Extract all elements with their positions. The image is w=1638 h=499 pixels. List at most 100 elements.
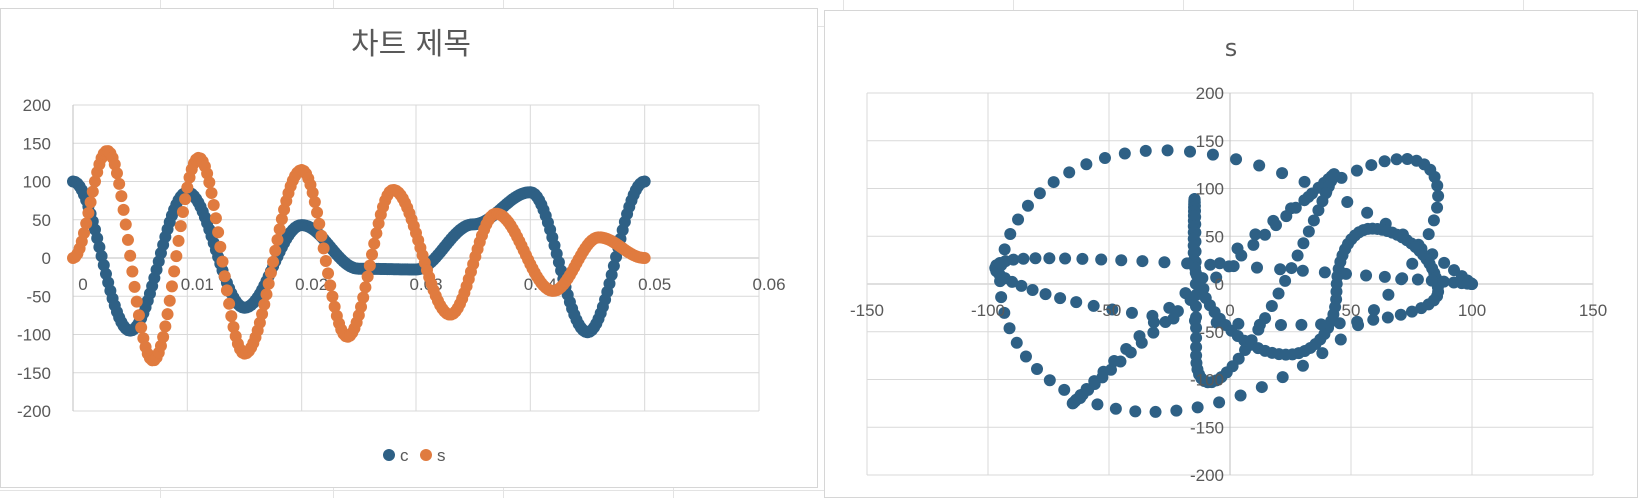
chart-1-point-s: [88, 175, 101, 188]
chart-2-point: [1318, 266, 1331, 279]
chart-2-point: [1466, 278, 1478, 290]
chart-1-y-tick: 100: [23, 173, 51, 192]
chart-1-point-s: [262, 277, 275, 290]
chart-1-point-s: [172, 234, 185, 247]
chart-2-point: [1406, 257, 1419, 270]
chart-2-point: [1015, 279, 1028, 292]
chart-2-point: [1382, 288, 1395, 301]
chart-2-point: [1296, 359, 1309, 372]
chart-2-point: [1448, 264, 1461, 277]
chart-2-point: [1365, 159, 1378, 172]
chart-1-point-s: [174, 220, 187, 233]
chart-2-point: [1316, 195, 1329, 208]
chart-2-point: [1232, 317, 1245, 330]
chart-2-point: [1367, 304, 1380, 317]
chart-2-point: [1425, 274, 1438, 287]
chart-1-y-tick: -50: [26, 287, 51, 306]
chart-2-point: [1276, 371, 1289, 384]
chart-2-point: [1114, 355, 1127, 368]
chart-1-point-s: [113, 177, 126, 190]
chart-2-point: [1378, 155, 1391, 168]
chart-1-point-c: [605, 268, 618, 281]
chart-2-y-tick: 150: [1196, 132, 1224, 151]
chart-2-point: [1147, 326, 1160, 339]
chart-1[interactable]: 차트 제목 200 150 100 50 0 -50 -100 -150 -200 0 0.01 0…: [0, 8, 818, 488]
chart-2-point: [1076, 252, 1089, 265]
chart-2-point: [1210, 316, 1223, 329]
chart-2-point: [1274, 263, 1287, 276]
legend-label-s: s: [437, 446, 446, 465]
chart-2-point: [1378, 270, 1391, 283]
chart-2-point: [1091, 398, 1104, 411]
chart-2-point: [1190, 331, 1203, 344]
chart-2-point: [1276, 167, 1289, 180]
chart-1-y-tick: -200: [17, 402, 51, 421]
chart-2-point: [1258, 228, 1271, 241]
chart-1-point-s: [170, 250, 183, 263]
chart-1-point-s: [86, 185, 99, 198]
chart-1-series-s: [67, 145, 651, 367]
chart-2[interactable]: s 200 150 100 50 0 -50 -100 -150 -200 -150 -100 -5…: [824, 10, 1638, 498]
chart-1-point-s: [225, 310, 238, 323]
chart-2-point: [1339, 267, 1352, 280]
chart-2-point: [1135, 336, 1148, 349]
chart-2-point: [1381, 311, 1394, 324]
chart-2-series: [989, 144, 1478, 418]
chart-1-point-s: [212, 226, 225, 239]
chart-2-point: [1136, 255, 1149, 268]
chart-2-point: [1405, 305, 1418, 318]
chart-1-point-s: [267, 255, 280, 268]
chart-1-y-tick: -150: [17, 364, 51, 383]
chart-2-point: [1422, 228, 1435, 241]
chart-2-point: [1118, 147, 1131, 160]
chart-1-point-s: [207, 199, 220, 212]
chart-1-point-s: [322, 267, 335, 280]
chart-2-point: [1058, 383, 1071, 396]
chart-2-title: s: [1225, 34, 1238, 62]
chart-2-point: [1124, 346, 1137, 359]
chart-2-point: [1307, 214, 1320, 227]
chart-2-point: [1021, 199, 1034, 212]
chart-1-point-s: [168, 265, 181, 278]
chart-1-point-s: [82, 207, 95, 220]
chart-2-point: [1415, 302, 1428, 315]
chart-1-point-s: [308, 195, 321, 208]
chart-2-point: [1096, 371, 1109, 384]
chart-1-y-tick: 0: [42, 249, 51, 268]
chart-2-point: [1360, 269, 1373, 282]
chart-2-point: [1029, 252, 1042, 265]
chart-1-point-s: [271, 233, 284, 246]
chart-1-legend[interactable]: c s: [383, 446, 446, 465]
chart-2-point: [1427, 214, 1440, 227]
chart-1-x-tick: 0.05: [638, 275, 671, 294]
chart-1-point-s: [205, 187, 218, 200]
chart-2-x-tick: 50: [1342, 301, 1361, 320]
chart-2-point: [1298, 175, 1311, 188]
chart-1-point-s: [328, 300, 341, 313]
chart-2-point: [1230, 153, 1243, 166]
legend-marker-c: [383, 449, 395, 461]
chart-1-point-s: [132, 309, 145, 322]
chart-1-point-s: [315, 229, 328, 242]
chart-2-point: [1297, 237, 1310, 250]
chart-1-y-tick: 200: [23, 96, 51, 115]
chart-1-point-s: [326, 290, 339, 303]
chart-1-point-s: [313, 217, 326, 230]
chart-2-point: [1149, 405, 1162, 418]
chart-2-point: [1312, 204, 1325, 217]
chart-1-point-s: [119, 218, 132, 231]
chart-1-point-s: [181, 181, 194, 194]
chart-2-point: [1190, 349, 1203, 362]
chart-2-y-tick: 50: [1205, 227, 1224, 246]
chart-2-point: [1063, 166, 1076, 179]
chart-1-point-s: [269, 244, 282, 257]
chart-1-point-s: [117, 203, 130, 216]
chart-1-point-c: [95, 250, 108, 263]
chart-2-point: [995, 291, 1008, 304]
chart-1-point-s: [110, 167, 123, 180]
chart-2-y-tick: -150: [1190, 418, 1224, 437]
chart-2-point: [1390, 153, 1403, 166]
chart-1-point-s: [260, 288, 273, 301]
chart-2-point: [1235, 249, 1248, 262]
chart-2-point: [1315, 318, 1328, 331]
